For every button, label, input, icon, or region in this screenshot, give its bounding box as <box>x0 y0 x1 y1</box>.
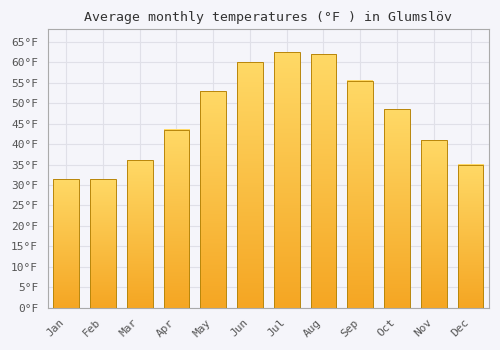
Bar <box>384 109 410 308</box>
Bar <box>348 80 373 308</box>
Bar <box>458 164 483 308</box>
Bar <box>310 54 336 308</box>
Bar <box>90 179 116 308</box>
Bar <box>237 62 263 308</box>
Bar <box>54 179 79 308</box>
Bar <box>200 91 226 308</box>
Title: Average monthly temperatures (°F ) in Glumslöv: Average monthly temperatures (°F ) in Gl… <box>84 11 452 24</box>
Bar <box>274 52 299 308</box>
Bar <box>164 130 190 308</box>
Bar <box>127 160 152 308</box>
Bar <box>421 140 446 308</box>
